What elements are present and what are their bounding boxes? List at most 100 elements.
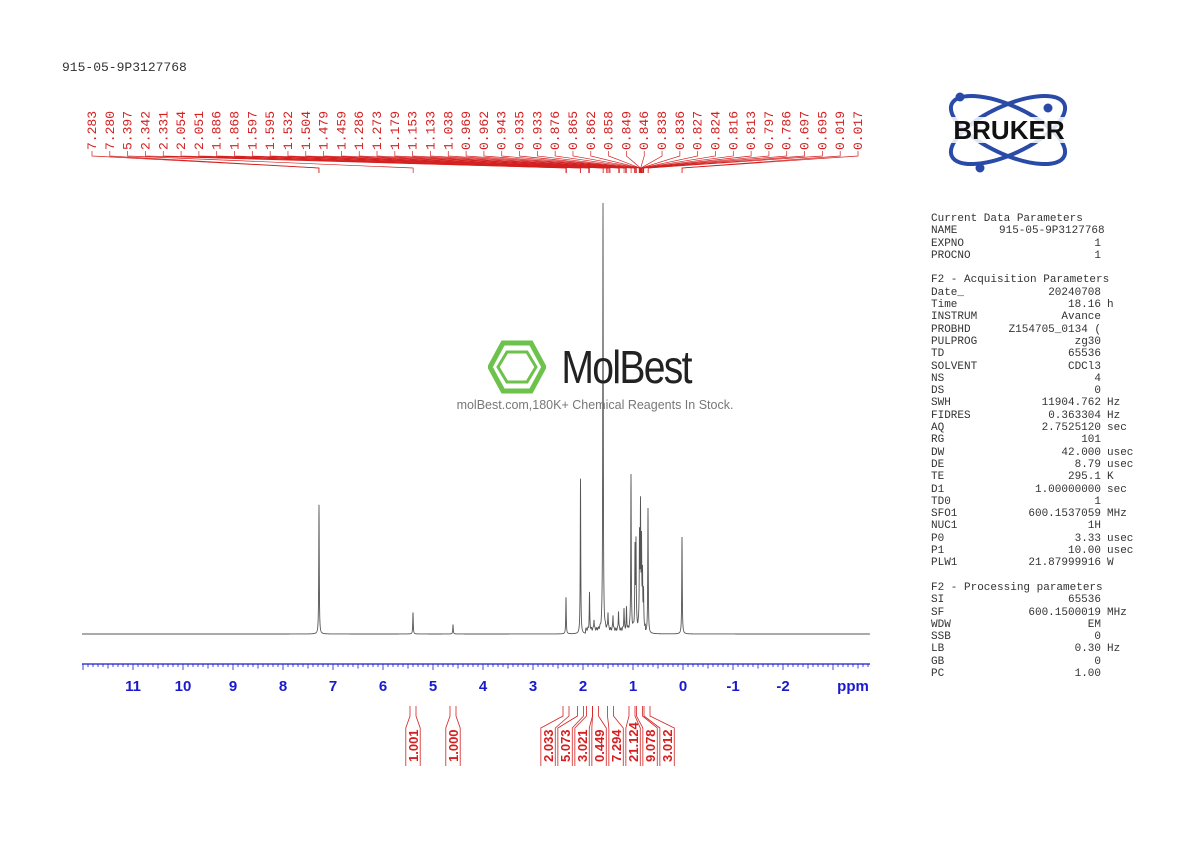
peak-label: 0.824 (708, 111, 723, 150)
param-unit: MHz (1107, 508, 1127, 521)
peak-label: 0.858 (602, 111, 617, 150)
param-row: TE 295.1 K (931, 471, 1133, 483)
nmr-spectrum-chart: 7.283 7.280 5.397 2.342 2.331 2.054 2.051 1.886… (82, 111, 870, 766)
param-row: TD 65536 (931, 348, 1133, 360)
x-axis-label: ppm (837, 678, 869, 695)
peak-label: 1.868 (228, 111, 243, 150)
param-unit (1101, 287, 1107, 299)
peak-label-connector (642, 151, 770, 173)
param-name: DW (931, 446, 945, 459)
integral-bracket (649, 706, 675, 766)
param-value: Z154705_0134 ( (1008, 323, 1101, 336)
param-name: FIDRES (931, 409, 971, 422)
x-tick-label: 7 (329, 678, 337, 695)
param-value: 11904.762 (1041, 397, 1101, 410)
param-unit (1101, 594, 1107, 606)
param-value: 1 (1094, 249, 1101, 262)
peak-labels: 7.283 7.280 5.397 2.342 2.331 2.054 2.051 1.886… (85, 111, 866, 173)
peak-label-connector (287, 151, 607, 173)
param-unit (1101, 668, 1107, 680)
param-unit (1101, 656, 1107, 668)
peak-label: 0.935 (513, 111, 528, 150)
integral-value: 21.124 (626, 721, 641, 762)
peak-label: 0.827 (691, 111, 706, 150)
param-value: 1H (1087, 520, 1101, 533)
param-name: P0 (931, 532, 945, 545)
param-value: 20240708 (1048, 286, 1101, 299)
param-unit (1101, 631, 1107, 643)
peak-label: 0.816 (726, 111, 741, 150)
param-value: 42.000 (1061, 446, 1101, 459)
peak-label: 1.286 (352, 111, 367, 150)
param-unit (1101, 311, 1107, 323)
peak-label-connector (641, 151, 752, 173)
param-unit: MHz (1107, 606, 1127, 619)
param-row: TD0 1 (931, 496, 1133, 508)
peak-label: 1.273 (370, 111, 385, 150)
peak-label: 0.943 (495, 111, 510, 150)
integral-bracket (636, 706, 644, 766)
param-value: 65536 (1067, 348, 1101, 361)
peak-label-connector (127, 151, 414, 173)
x-tick-label: -2 (776, 678, 789, 695)
param-value: 101 (1081, 434, 1101, 447)
param-unit (1101, 238, 1107, 250)
peak-label-connector (536, 151, 637, 173)
param-row: NUC1 1H (931, 520, 1133, 532)
param-unit (1101, 361, 1107, 373)
acquisition-parameters-panel: Current Data Parameters NAME 915-05-9P3127… (931, 213, 1133, 680)
peak-label: 1.504 (299, 111, 314, 150)
integral-bracket (625, 706, 630, 766)
peak-label: 7.280 (103, 111, 118, 150)
param-row: EXPNO 1 (931, 238, 1133, 250)
param-row: D1 1.00000000 sec (931, 484, 1133, 496)
peak-label: 1.532 (281, 111, 296, 150)
param-row: NAME 915-05-9P3127768 (931, 225, 1133, 237)
param-name: TD (931, 348, 945, 361)
param-row: PC 1.00 (931, 668, 1133, 680)
param-name: D1 (931, 483, 945, 496)
molbest-watermark: MolBest molBest.com,180K+ Chemical Reage… (440, 340, 750, 412)
param-unit (1101, 250, 1107, 262)
param-value: 1.00000000 (1034, 483, 1101, 496)
peak-label: 0.849 (619, 111, 634, 150)
x-tick-label: 5 (429, 678, 437, 695)
param-value: 0 (1094, 385, 1101, 398)
integral-bracket (540, 706, 564, 766)
peak-label: 0.933 (530, 111, 545, 150)
peak-label-connector (465, 151, 635, 173)
peak-label: 1.886 (210, 111, 225, 150)
integral-value: 3.021 (575, 729, 590, 762)
integral-bracket (557, 706, 578, 766)
param-unit: sec (1107, 422, 1127, 435)
param-row: Time 18.16 h (931, 299, 1133, 311)
integral-bracket (405, 706, 411, 766)
peak-label-connector (109, 151, 320, 173)
integral-bracket (415, 706, 421, 766)
spectrum-trace (82, 202, 870, 635)
param-unit (1101, 373, 1107, 385)
param-row: SI 65536 (931, 594, 1133, 606)
molbest-tagline: molBest.com,180K+ Chemical Reagents In S… (456, 398, 734, 412)
param-unit: sec (1107, 483, 1127, 496)
peak-label-connector (626, 151, 641, 173)
peak-label: 0.786 (780, 111, 795, 150)
param-value: 600.1537059 (1028, 508, 1101, 521)
integral-bracket (598, 706, 607, 766)
integral-value: 2.033 (541, 729, 556, 762)
integral-value: 7.294 (609, 729, 624, 762)
peak-label: 0.813 (744, 111, 759, 150)
peak-label-connector (430, 151, 627, 173)
peak-label-connector (234, 151, 590, 173)
param-name: PROCNO (931, 249, 971, 262)
x-tick-label: 8 (279, 678, 287, 695)
integral-bracket (554, 706, 570, 766)
param-row: GB 0 (931, 656, 1133, 668)
x-tick-label: 4 (479, 678, 488, 695)
peak-label-connector (412, 151, 626, 173)
x-tick-label: 2 (579, 678, 587, 695)
param-name: SOLVENT (931, 360, 978, 373)
param-row: SWH 11904.762 Hz (931, 397, 1133, 409)
x-tick-label: 3 (529, 678, 537, 695)
param-name: SF (931, 606, 945, 619)
